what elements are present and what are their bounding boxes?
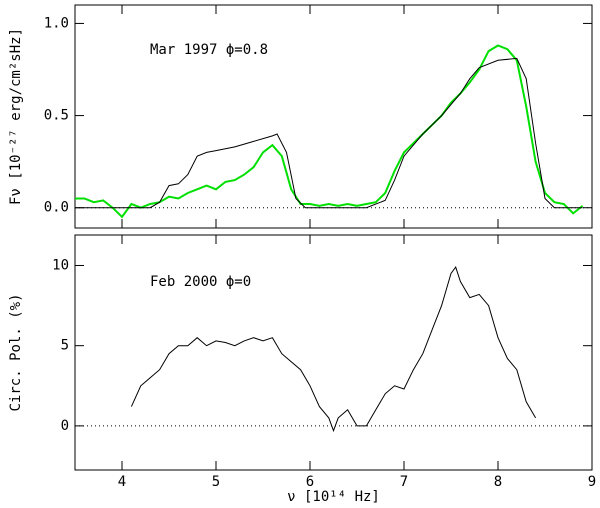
plot-frame: [74, 4, 593, 229]
y-axis-label: Circ. Pol. (%): [8, 293, 24, 411]
x-axis-label: ν [10¹⁴ Hz]: [287, 489, 380, 505]
y-axis-label: Fν [10⁻²⁷ erg/cm²sHz]: [8, 28, 24, 205]
x-tick-label: 9: [588, 474, 596, 490]
x-tick-label: 4: [118, 474, 126, 490]
y-tick-label: 0.0: [44, 200, 69, 216]
y-tick-label: 0: [61, 418, 69, 434]
y-tick-label: 0.5: [44, 108, 69, 124]
y-tick-label: 10: [52, 257, 69, 273]
x-tick-label: 7: [400, 474, 408, 490]
annotation: Feb 2000 ϕ=0: [150, 274, 251, 290]
data-line: [130, 266, 537, 433]
x-tick-label: 8: [494, 474, 502, 490]
x-tick-label: 5: [212, 474, 220, 490]
plot-frame: [74, 234, 593, 471]
data-line: [75, 44, 584, 219]
x-tick-label: 6: [306, 474, 314, 490]
y-tick-label: 5: [61, 338, 69, 354]
annotation: Mar 1997 ϕ=0.8: [150, 42, 268, 58]
data-line: [75, 57, 583, 209]
y-tick-label: 1.0: [44, 15, 69, 31]
